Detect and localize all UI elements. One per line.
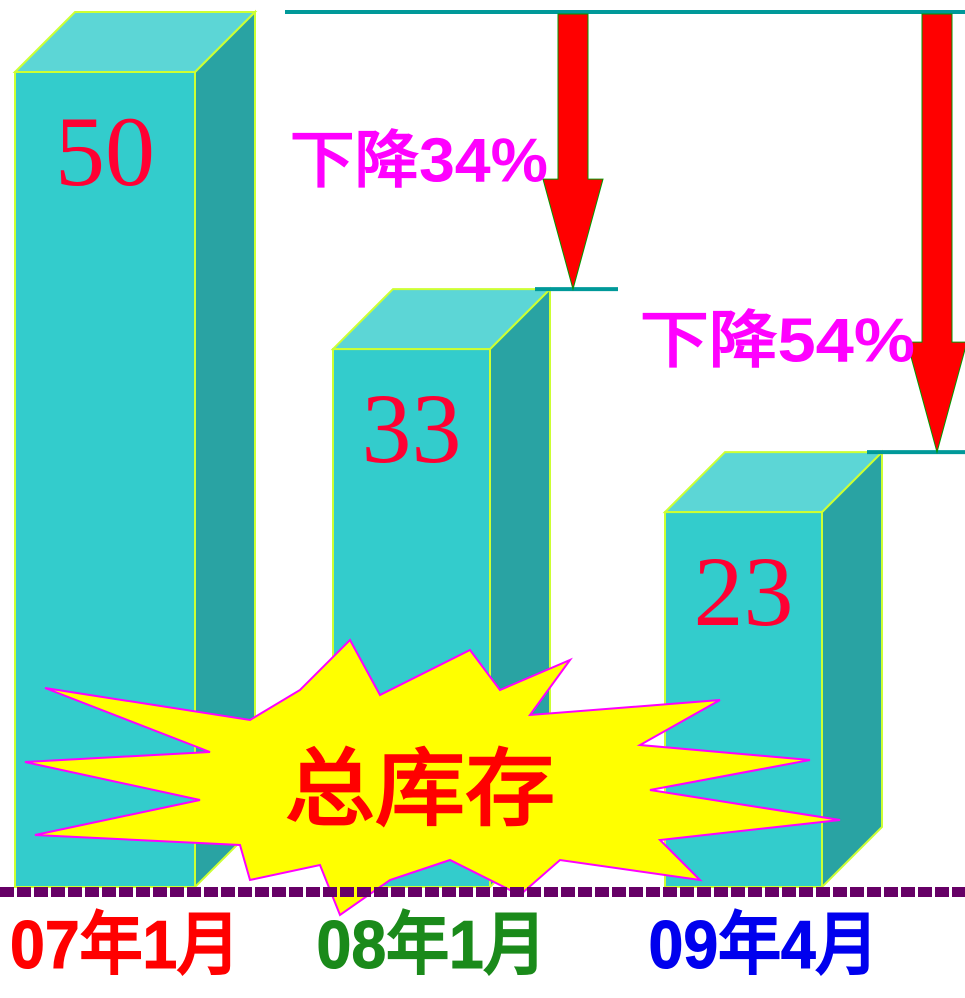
x-tick-label: 07年1月 (10, 907, 240, 983)
value-label: 33 (362, 373, 462, 484)
annotation: 下降34% (290, 126, 548, 195)
starburst (24, 638, 841, 917)
bar (14, 71, 196, 888)
reference-lines (285, 10, 965, 455)
value-label: 50 (55, 96, 155, 207)
arrow (542, 13, 604, 292)
bars: 50 07年1月 33 08年1月 23 09年4月 (10, 9, 885, 983)
x-tick-label: 09年4月 (649, 907, 879, 983)
x-tick-label: 08年1月 (317, 907, 547, 983)
annotation: 下降54% (640, 306, 915, 375)
badge-text: 总库存 (285, 740, 555, 838)
value-label: 23 (694, 536, 794, 647)
arrow (906, 13, 965, 455)
